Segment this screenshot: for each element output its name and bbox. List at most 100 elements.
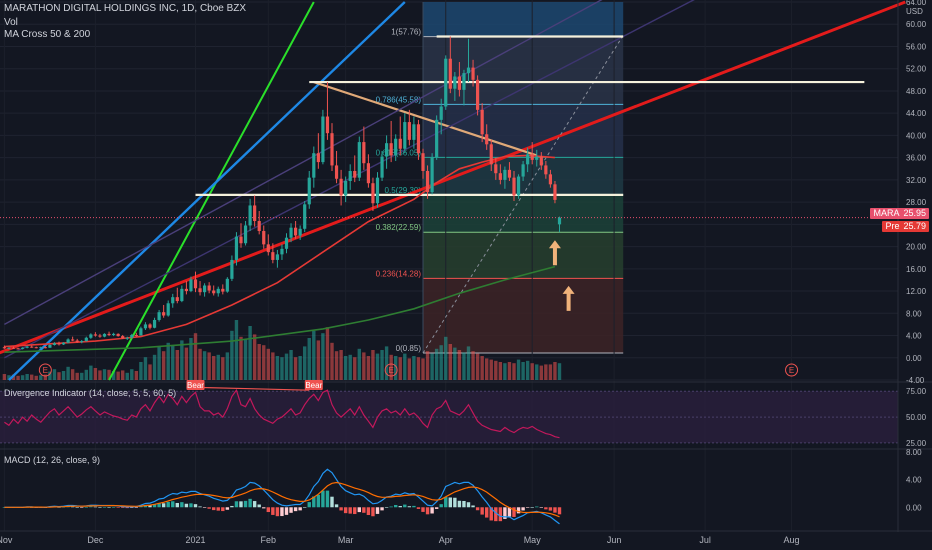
bear-label-box [304,380,323,390]
volume-bar [234,320,239,380]
macd-histogram-bar [157,502,161,508]
y-unit-label: USD [906,7,923,16]
candle-body [503,169,507,180]
macd-histogram-bar [271,507,275,515]
volume-bar [193,333,198,380]
macd-histogram-bar [111,507,116,508]
macd-histogram-bar [252,501,257,508]
candle-body [280,248,284,255]
ma-line [4,154,555,348]
candle-body [526,154,530,165]
volume-bar [348,354,352,380]
volume-bar [325,327,330,380]
macd-histogram-bar [507,507,512,517]
volume-bar [239,336,243,380]
divergence-tick: 75.00 [906,387,927,396]
candle-body [180,288,184,302]
macd-histogram-bar [403,504,407,508]
candle-body [130,334,134,338]
y-tick-label: 40.00 [906,131,927,140]
macd-histogram-bar [316,494,321,508]
volume-bar [448,344,452,380]
y-tick-label: 44.00 [906,109,927,118]
volume-bar [111,371,116,380]
volume-bar [125,372,129,380]
candle-body [152,319,157,328]
macd-histogram-bar [125,507,129,509]
candle-body [107,333,111,335]
macd-histogram-bar [425,507,430,515]
volume-bar [152,354,157,380]
volume-bar [444,336,448,380]
earnings-label: E [43,366,48,375]
divergence-tick: 25.00 [906,439,927,448]
candle-body [557,217,562,225]
volume-bar [498,362,503,380]
candle-body [57,343,61,345]
candle-body [121,336,125,339]
volume-bar [202,351,207,380]
macd-histogram-bar [430,507,434,514]
volume-bar [480,356,484,380]
x-tick-label: Feb [261,535,277,545]
macd-histogram-bar [362,507,366,513]
candle-body [139,328,143,336]
macd-histogram-bar [70,506,75,508]
macd-histogram-bar [453,497,457,508]
macd-histogram-bar [307,502,311,508]
volume-bar [334,351,339,380]
macd-histogram-bar [93,506,98,508]
macd-histogram-bar [225,507,230,510]
macd-histogram-bar [330,496,334,508]
bear-label: Bear [187,381,204,390]
volume-bar [16,375,20,380]
candle-body [353,170,357,178]
candle-body [535,156,539,160]
x-tick-label: Jun [607,535,622,545]
candle-body [421,153,425,171]
macd-histogram-bar [102,507,107,508]
volume-bar [553,362,557,380]
volume-bar [339,350,343,380]
macd-tick: 0.00 [906,503,922,512]
macd-histogram-bar [512,507,516,517]
candle-body [312,153,316,178]
volume-bar [66,366,70,380]
macd-histogram-bar [389,506,393,508]
volume-bar [93,368,98,380]
macd-histogram-bar [544,507,548,510]
y-tick-label: -4.00 [906,376,925,385]
candle-body [339,178,343,196]
ma-cross-label: MA Cross 50 & 200 [4,29,91,40]
macd-histogram-bar [184,503,189,508]
volume-bar [89,365,93,380]
volume-bar [216,354,220,380]
volume-bar [434,348,439,380]
volume-bar [171,345,175,380]
volume-bar [175,350,179,380]
y-tick-label: 0.00 [906,354,922,363]
macd-histogram-bar [248,498,252,508]
time-axis: Nov Dec 2021 Feb Mar Apr May Jun Jul Aug [0,530,932,545]
candle-body [316,153,320,163]
trend-line-red [0,0,906,355]
volume-bar [530,363,534,380]
divergence-title: Divergence Indicator (14, close, 5, 5, 6… [4,388,176,398]
volume-bar [507,362,512,380]
macd-histogram-bar [262,507,266,509]
macd-histogram-bar [148,505,152,508]
volume-bar [466,346,471,380]
candle-body [375,177,380,204]
volume-bar [61,371,66,380]
y-tick-label: 56.00 [906,42,927,51]
candle-body [71,339,75,341]
volume-bar [98,370,102,380]
volume-bar [43,374,48,380]
volume-bar [80,372,84,380]
volume-bar [298,356,302,380]
earnings-label: E [789,366,794,375]
volume-bar [293,357,298,380]
trend-lines [0,0,906,381]
volume-bar [289,350,293,380]
